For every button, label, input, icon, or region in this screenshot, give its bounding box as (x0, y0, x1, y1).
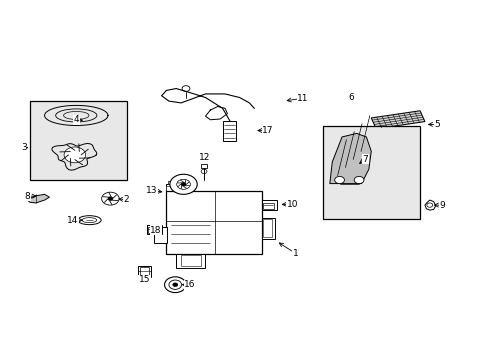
Circle shape (334, 176, 344, 184)
Circle shape (72, 153, 78, 157)
Bar (262, 220, 272, 237)
Bar (30, 101, 127, 180)
Circle shape (69, 150, 81, 159)
Text: 18: 18 (150, 226, 161, 235)
Text: 11: 11 (297, 94, 308, 103)
Circle shape (201, 169, 206, 174)
Bar (165, 184, 176, 195)
Text: 14: 14 (67, 216, 79, 225)
Circle shape (182, 86, 189, 91)
Ellipse shape (82, 218, 97, 223)
Text: 10: 10 (286, 200, 297, 209)
Bar (168, 181, 173, 184)
Circle shape (169, 174, 197, 194)
Bar (176, 253, 205, 268)
Circle shape (168, 280, 181, 289)
Bar (200, 164, 207, 168)
Bar (263, 203, 273, 210)
Text: 4: 4 (73, 115, 79, 124)
Text: 7: 7 (362, 155, 367, 164)
Bar (166, 191, 261, 253)
Circle shape (181, 183, 185, 186)
Bar (148, 227, 154, 233)
Bar (154, 226, 166, 243)
Circle shape (176, 179, 190, 189)
Text: 1: 1 (292, 249, 298, 258)
Text: 3: 3 (21, 143, 27, 152)
Ellipse shape (78, 216, 101, 225)
Bar (222, 121, 236, 140)
Circle shape (426, 203, 432, 207)
Text: 15: 15 (139, 275, 150, 284)
Text: 5: 5 (433, 120, 439, 129)
Text: 8: 8 (24, 192, 30, 201)
Bar (181, 255, 200, 266)
Text: 13: 13 (146, 186, 157, 195)
Polygon shape (329, 134, 370, 184)
Bar (166, 186, 175, 193)
Polygon shape (370, 111, 424, 129)
Bar (140, 267, 149, 276)
Text: 16: 16 (184, 280, 195, 289)
Circle shape (164, 277, 185, 293)
Bar (138, 266, 151, 277)
Circle shape (353, 176, 363, 184)
Circle shape (172, 283, 177, 287)
Text: 2: 2 (123, 195, 129, 204)
Bar (261, 201, 277, 211)
Text: 6: 6 (347, 93, 353, 102)
Circle shape (64, 147, 85, 163)
Polygon shape (424, 200, 435, 210)
Bar (147, 225, 161, 234)
Text: 9: 9 (438, 201, 444, 210)
Bar (261, 218, 275, 239)
Polygon shape (27, 194, 49, 203)
Bar (322, 126, 419, 220)
Bar (155, 227, 160, 233)
Text: 12: 12 (199, 153, 210, 162)
Text: 17: 17 (262, 126, 273, 135)
Circle shape (102, 192, 119, 205)
Circle shape (108, 197, 113, 201)
